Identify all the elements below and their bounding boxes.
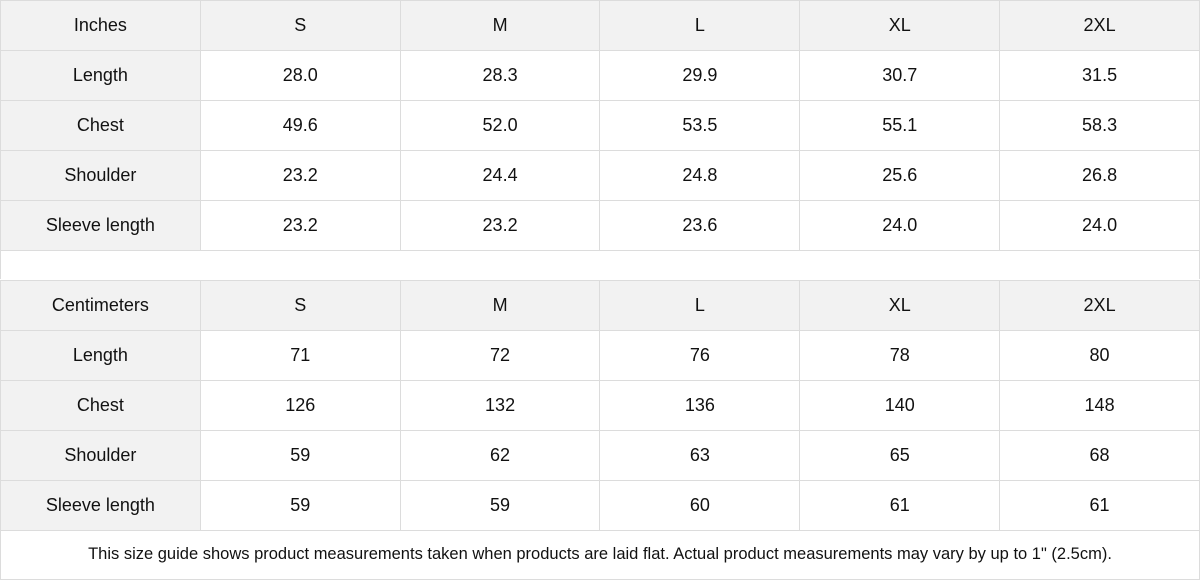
measurement-value: 24.8 xyxy=(599,150,801,201)
measurement-value: 26.8 xyxy=(999,150,1200,201)
measurement-label: Length xyxy=(0,50,201,101)
unit-header: Inches xyxy=(0,0,201,51)
measurement-value: 140 xyxy=(799,380,1001,431)
measurement-value: 132 xyxy=(399,380,601,431)
table-row: Chest 49.6 52.0 53.5 55.1 58.3 xyxy=(0,100,1200,151)
size-header: XL xyxy=(799,280,1001,331)
measurement-label: Shoulder xyxy=(0,430,201,481)
measurement-value: 23.2 xyxy=(399,200,601,251)
table-row: Length 71 72 76 78 80 xyxy=(0,330,1200,381)
measurement-value: 80 xyxy=(999,330,1200,381)
measurement-value: 23.2 xyxy=(199,200,401,251)
measurement-value: 63 xyxy=(599,430,801,481)
size-header: 2XL xyxy=(999,0,1200,51)
measurement-value: 23.2 xyxy=(199,150,401,201)
measurement-label: Sleeve length xyxy=(0,200,201,251)
size-header: L xyxy=(599,280,801,331)
inches-size-table: Inches S M L XL 2XL Length 28.0 28.3 29.9 30.7 31.5… xyxy=(0,0,1200,251)
size-header: S xyxy=(199,280,401,331)
measurement-label: Chest xyxy=(0,380,201,431)
header-row: Centimeters S M L XL 2XL xyxy=(0,280,1200,331)
measurement-value: 60 xyxy=(599,480,801,531)
measurement-value: 59 xyxy=(199,430,401,481)
measurement-value: 61 xyxy=(799,480,1001,531)
size-header: S xyxy=(199,0,401,51)
measurement-value: 62 xyxy=(399,430,601,481)
measurement-value: 148 xyxy=(999,380,1200,431)
table-spacer xyxy=(0,250,1200,279)
measurement-label: Chest xyxy=(0,100,201,151)
measurement-value: 28.3 xyxy=(399,50,601,101)
measurement-value: 24.4 xyxy=(399,150,601,201)
measurement-value: 136 xyxy=(599,380,801,431)
measurement-value: 23.6 xyxy=(599,200,801,251)
measurement-value: 28.0 xyxy=(199,50,401,101)
table-row: Length 28.0 28.3 29.9 30.7 31.5 xyxy=(0,50,1200,101)
size-guide-note: This size guide shows product measuremen… xyxy=(0,530,1200,580)
table-row: Chest 126 132 136 140 148 xyxy=(0,380,1200,431)
measurement-label: Sleeve length xyxy=(0,480,201,531)
size-header: 2XL xyxy=(999,280,1200,331)
measurement-value: 68 xyxy=(999,430,1200,481)
measurement-value: 31.5 xyxy=(999,50,1200,101)
size-header: M xyxy=(399,0,601,51)
centimeters-size-table: Centimeters S M L XL 2XL Length 71 72 76 78 80 Chest… xyxy=(0,280,1200,531)
measurement-value: 59 xyxy=(199,480,401,531)
table-row: Sleeve length 59 59 60 61 61 xyxy=(0,480,1200,531)
measurement-value: 126 xyxy=(199,380,401,431)
measurement-value: 24.0 xyxy=(799,200,1001,251)
measurement-value: 72 xyxy=(399,330,601,381)
measurement-value: 53.5 xyxy=(599,100,801,151)
measurement-value: 78 xyxy=(799,330,1001,381)
measurement-label: Length xyxy=(0,330,201,381)
measurement-value: 52.0 xyxy=(399,100,601,151)
measurement-value: 25.6 xyxy=(799,150,1001,201)
measurement-value: 55.1 xyxy=(799,100,1001,151)
measurement-value: 65 xyxy=(799,430,1001,481)
measurement-value: 58.3 xyxy=(999,100,1200,151)
unit-header: Centimeters xyxy=(0,280,201,331)
measurement-value: 29.9 xyxy=(599,50,801,101)
measurement-value: 30.7 xyxy=(799,50,1001,101)
measurement-value: 76 xyxy=(599,330,801,381)
table-row: Shoulder 59 62 63 65 68 xyxy=(0,430,1200,481)
table-row: Sleeve length 23.2 23.2 23.6 24.0 24.0 xyxy=(0,200,1200,251)
size-header: M xyxy=(399,280,601,331)
measurement-value: 24.0 xyxy=(999,200,1200,251)
measurement-value: 59 xyxy=(399,480,601,531)
size-header: XL xyxy=(799,0,1001,51)
measurement-label: Shoulder xyxy=(0,150,201,201)
measurement-value: 71 xyxy=(199,330,401,381)
size-header: L xyxy=(599,0,801,51)
table-row: Shoulder 23.2 24.4 24.8 25.6 26.8 xyxy=(0,150,1200,201)
measurement-value: 49.6 xyxy=(199,100,401,151)
header-row: Inches S M L XL 2XL xyxy=(0,0,1200,51)
measurement-value: 61 xyxy=(999,480,1200,531)
